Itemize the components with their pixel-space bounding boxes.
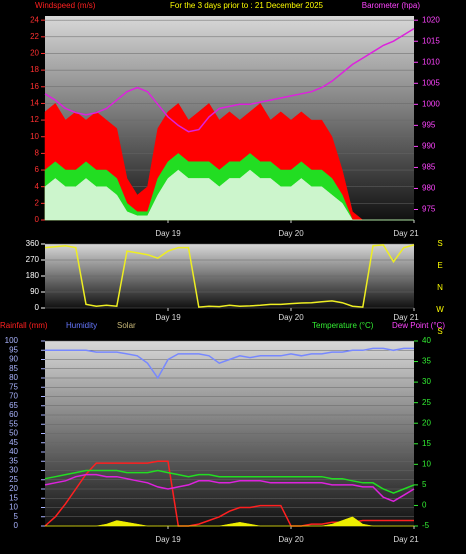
legend-entry: Dew Point (°C): [392, 321, 445, 330]
y-tick-label: 90: [30, 287, 39, 296]
y2-tick-label: 5: [422, 480, 427, 489]
legend-entry: Rainfall (mm): [0, 321, 48, 330]
y2-tick-label: 985: [422, 163, 436, 172]
y2-tick-label: 20: [422, 418, 431, 427]
legend-entry: Temperature (°C): [312, 321, 374, 330]
y-tick-label: 35: [9, 456, 18, 465]
y-tick-label: 18: [30, 65, 39, 74]
line: [44, 469, 415, 494]
line: [45, 347, 414, 380]
compass-label: E: [437, 261, 442, 270]
y-tick-label: 50: [9, 429, 18, 438]
y2-tick-label: 1020: [422, 15, 440, 24]
x-tick-label: Day 20: [278, 229, 304, 238]
y2-tick-label: 995: [422, 120, 436, 129]
x-tick-label: Day 20: [278, 535, 304, 544]
legend-entry: Solar: [117, 321, 136, 330]
legend-entry: Humidity: [66, 321, 97, 330]
y-tick-label: 22: [30, 32, 39, 41]
x-tick-label: Day 19: [155, 535, 181, 544]
compass-label: S: [437, 327, 442, 336]
line: [44, 27, 415, 133]
y2-tick-label: 980: [422, 184, 436, 193]
y-tick-label: 180: [26, 271, 40, 280]
area: [44, 169, 414, 221]
x-tick-label: Day 19: [155, 229, 181, 238]
y-tick-label: 12: [30, 115, 39, 124]
y-tick-label: 75: [9, 382, 18, 391]
line: [44, 244, 415, 308]
y2-tick-label: 1015: [422, 36, 440, 45]
y-tick-label: 8: [35, 148, 40, 157]
y-tick-label: 55: [9, 419, 18, 428]
y-tick-label: 100: [5, 336, 19, 345]
y-tick-label: 60: [9, 410, 18, 419]
y-tick-label: 25: [9, 475, 18, 484]
y-tick-label: 14: [30, 99, 39, 108]
y-tick-label: 30: [9, 466, 18, 475]
compass-label: S: [437, 239, 442, 248]
y2-tick-label: 15: [422, 439, 431, 448]
y-tick-label: 5: [14, 512, 19, 521]
y2-tick-label: 30: [422, 377, 431, 386]
y2-axis-title: Barometer (hpa): [362, 1, 421, 10]
y-tick-label: 0: [14, 521, 19, 530]
y-tick-label: 0: [35, 303, 40, 312]
line: [44, 473, 415, 503]
y2-tick-label: 40: [422, 336, 431, 345]
y-tick-label: 6: [35, 165, 40, 174]
y2-tick-label: 1005: [422, 78, 440, 87]
x-tick-label: Day 21: [393, 313, 419, 322]
y-tick-label: 90: [9, 355, 18, 364]
y2-tick-label: 1000: [422, 99, 440, 108]
y2-tick-label: -5: [422, 521, 430, 530]
y-tick-label: 20: [9, 484, 18, 493]
compass-label: W: [436, 305, 444, 314]
x-tick-label: Day 21: [393, 229, 419, 238]
area: [45, 516, 414, 527]
y2-tick-label: 35: [422, 357, 431, 366]
y2-tick-label: 990: [422, 142, 436, 151]
y-tick-label: 16: [30, 82, 39, 91]
x-tick-label: Day 21: [393, 535, 419, 544]
y-tick-label: 85: [9, 364, 18, 373]
y2-tick-label: 25: [422, 398, 431, 407]
y-tick-label: 20: [30, 49, 39, 58]
y-tick-label: 0: [35, 215, 40, 224]
y-tick-label: 80: [9, 373, 18, 382]
x-tick-label: Day 19: [155, 313, 181, 322]
x-tick-label: Day 20: [278, 313, 304, 322]
y-tick-label: 70: [9, 392, 18, 401]
y2-tick-label: 0: [422, 501, 427, 510]
y-tick-label: 45: [9, 438, 18, 447]
y-tick-label: 360: [26, 239, 40, 248]
y-tick-label: 2: [35, 198, 40, 207]
chart-title: For the 3 days prior to : 21 December 20…: [170, 1, 324, 10]
y2-tick-label: 1010: [422, 57, 440, 66]
y-tick-label: 10: [30, 132, 39, 141]
y-axis-title: Windspeed (m/s): [35, 1, 96, 10]
y-tick-label: 40: [9, 447, 18, 456]
y-tick-label: 270: [26, 255, 40, 264]
y-tick-label: 10: [9, 503, 18, 512]
y2-tick-label: 10: [422, 459, 431, 468]
y-tick-label: 24: [30, 15, 39, 24]
compass-label: N: [437, 283, 443, 292]
y2-tick-label: 975: [422, 205, 436, 214]
y-tick-label: 4: [35, 182, 40, 191]
y-tick-label: 95: [9, 345, 18, 354]
y-tick-label: 15: [9, 493, 18, 502]
y-tick-label: 65: [9, 401, 18, 410]
